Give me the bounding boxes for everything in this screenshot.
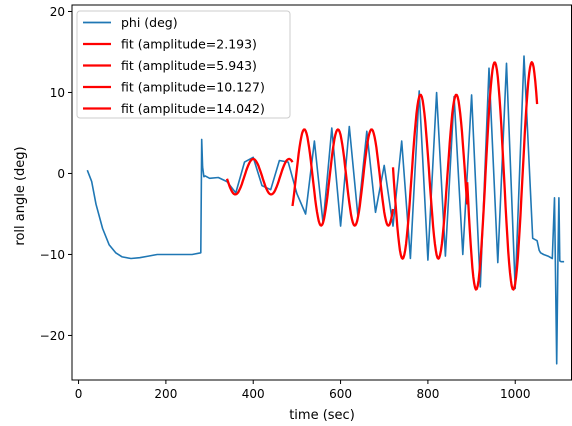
legend-entry: fit (amplitude=14.042) bbox=[121, 101, 265, 116]
y-tick-label: 20 bbox=[50, 5, 65, 19]
x-tick-label: 1000 bbox=[500, 387, 531, 401]
series-line-fit-3 bbox=[391, 93, 469, 260]
series-line-fit-4 bbox=[466, 61, 539, 291]
y-tick-label: 0 bbox=[57, 167, 65, 181]
x-axis-label: time (sec) bbox=[289, 408, 355, 423]
legend-entry: fit (amplitude=10.127) bbox=[121, 80, 265, 95]
y-tick-label: −10 bbox=[40, 248, 65, 262]
x-tick-label: 400 bbox=[242, 387, 265, 401]
x-tick-label: 200 bbox=[154, 387, 177, 401]
plot-area bbox=[86, 55, 565, 365]
x-tick-label: 800 bbox=[416, 387, 439, 401]
legend-box bbox=[76, 10, 291, 119]
y-tick-label: 10 bbox=[50, 86, 65, 100]
legend-entry: fit (amplitude=2.193) bbox=[121, 37, 257, 52]
y-axis-label: roll angle (deg) bbox=[13, 146, 28, 245]
series-line-fit-2 bbox=[291, 128, 395, 227]
x-tick-label: 600 bbox=[329, 387, 352, 401]
legend: phi (deg) fit (amplitude=2.193) fit (ampli… bbox=[76, 10, 291, 119]
x-tick-label: 0 bbox=[75, 387, 83, 401]
legend-entry: fit (amplitude=5.943) bbox=[121, 58, 257, 73]
legend-entry: phi (deg) bbox=[121, 15, 178, 30]
y-tick-label: −20 bbox=[40, 329, 65, 343]
series-line-fit-1 bbox=[225, 157, 294, 196]
series-line-phi bbox=[86, 55, 565, 365]
